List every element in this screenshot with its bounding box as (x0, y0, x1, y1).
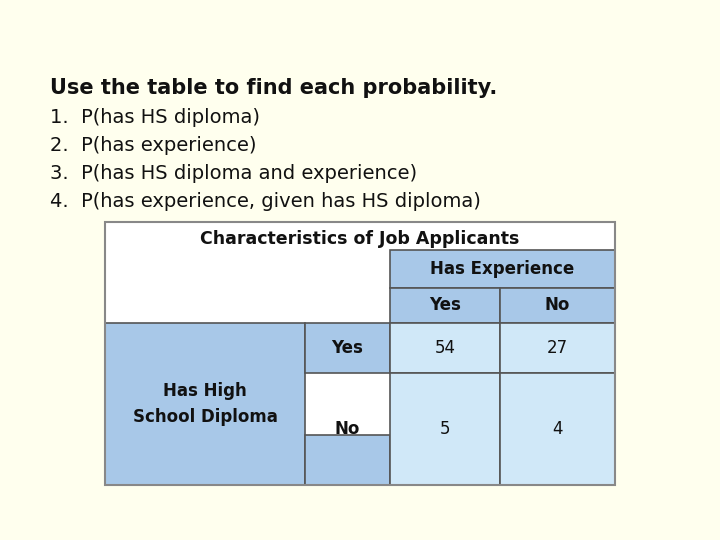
Text: No: No (335, 420, 360, 438)
Bar (105, 222, 615, 485)
Text: 5: 5 (440, 420, 450, 438)
Text: 4.  P(has experience, given has HS diploma): 4. P(has experience, given has HS diplom… (50, 192, 481, 211)
Text: No: No (545, 296, 570, 314)
Text: Has Experience: Has Experience (431, 260, 575, 278)
Text: Use the table to find each probability.: Use the table to find each probability. (50, 78, 498, 98)
Text: Yes: Yes (429, 296, 461, 314)
Text: 54: 54 (434, 339, 456, 357)
Text: 1.  P(has HS diploma): 1. P(has HS diploma) (50, 108, 260, 127)
Bar (500, 288, 615, 323)
Bar (305, 323, 390, 373)
Text: 3.  P(has HS diploma and experience): 3. P(has HS diploma and experience) (50, 164, 417, 183)
Text: 2.  P(has experience): 2. P(has experience) (50, 136, 256, 155)
Text: 4: 4 (552, 420, 563, 438)
Bar (305, 435, 390, 485)
Bar (390, 373, 500, 485)
Bar (500, 323, 615, 373)
Bar (390, 288, 500, 323)
Text: 27: 27 (547, 339, 568, 357)
Text: Yes: Yes (332, 339, 364, 357)
Bar (105, 323, 305, 485)
Bar (390, 250, 615, 288)
Text: Characteristics of Job Applicants: Characteristics of Job Applicants (200, 230, 520, 248)
Bar (390, 323, 500, 373)
Text: Has High
School Diploma: Has High School Diploma (132, 382, 277, 426)
Bar (500, 373, 615, 485)
Bar (105, 222, 615, 485)
